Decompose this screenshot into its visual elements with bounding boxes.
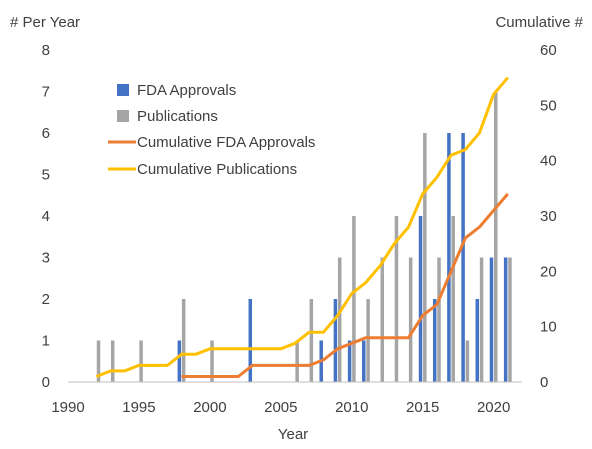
y-left-tick-label: 7	[42, 84, 50, 101]
x-tick-label: 1995	[122, 399, 155, 416]
bar-publications-2006	[295, 340, 299, 382]
bar-fda-approvals-2019	[475, 299, 480, 382]
y-left-axis: 0 1 2 3 4 5 6 7 8	[42, 42, 50, 391]
bar-fda-approvals-1998	[177, 340, 182, 382]
y-right-tick-label: 50	[540, 97, 557, 114]
line-cumulative-publications	[95, 76, 509, 378]
y-left-axis-label: # Per Year	[10, 14, 80, 31]
x-tick-label: 1990	[51, 399, 84, 416]
x-tick-label: 2000	[193, 399, 226, 416]
bar-publications-2014	[408, 257, 413, 382]
legend-label-cumulative-fda: Cumulative FDA Approvals	[137, 134, 315, 151]
bar-fda-approvals-2010	[347, 340, 352, 382]
y-right-tick-label: 40	[540, 153, 557, 170]
bar-publications-2010	[352, 216, 356, 382]
x-tick-label: 2005	[264, 399, 297, 416]
bar-publications-2009	[337, 257, 342, 382]
y-left-tick-label: 5	[42, 167, 50, 184]
y-right-tick-label: 20	[540, 263, 557, 280]
bar-publications-2012	[380, 257, 385, 382]
y-right-tick-label: 0	[540, 374, 548, 391]
y-left-tick-label: 0	[42, 374, 50, 391]
bar-publications-2020	[494, 91, 498, 382]
y-right-tick-label: 10	[540, 319, 557, 336]
x-axis-label: Year	[278, 426, 308, 443]
y-right-axis-label: Cumulative #	[495, 14, 583, 31]
legend-swatch-fda-approvals	[117, 84, 129, 96]
bar-publications-2019	[479, 257, 484, 382]
x-tick-label: 2020	[477, 399, 510, 416]
bar-fda-approvals-2017	[447, 133, 451, 382]
bar-publications-2017	[451, 216, 455, 382]
bar-fda-approvals-2016	[432, 299, 437, 382]
bar-publications-1993	[110, 340, 115, 382]
bar-publications-2015	[423, 133, 427, 382]
legend-label-publications: Publications	[137, 108, 218, 125]
bar-publications-2021	[508, 257, 512, 382]
x-tick-label: 2010	[335, 399, 368, 416]
legend: FDA Approvals Publications Cumulative FD…	[102, 74, 352, 184]
bar-publications-2007	[309, 299, 314, 382]
bar-publications-2011	[366, 299, 370, 382]
bar-publications-1995	[139, 340, 143, 382]
plot-area	[95, 76, 512, 382]
legend-label-fda-approvals: FDA Approvals	[137, 82, 236, 99]
bar-fda-approvals-2003	[248, 299, 253, 382]
y-left-tick-label: 8	[42, 42, 50, 59]
x-tick-label: 2015	[406, 399, 439, 416]
legend-swatch-publications	[117, 110, 129, 122]
bar-publications-2018	[465, 340, 470, 382]
bar-fda-approvals-2018	[461, 133, 465, 382]
y-right-tick-label: 30	[540, 208, 557, 225]
bar-fda-approvals-2020	[489, 257, 494, 382]
legend-label-cumulative-publications: Cumulative Publications	[137, 161, 297, 178]
bar-publications-1998	[181, 299, 186, 382]
bar-fda-approvals-2011	[362, 340, 366, 382]
y-right-tick-label: 60	[540, 42, 557, 59]
x-axis: 1990 1995 2000 2005 2010 2015 2020	[51, 399, 510, 416]
y-left-tick-label: 3	[42, 250, 50, 267]
legend-background	[102, 74, 352, 184]
bar-publications-2000	[210, 340, 214, 382]
y-left-tick-label: 2	[42, 291, 50, 308]
y-left-tick-label: 1	[42, 333, 50, 350]
bar-fda-approvals-2021	[503, 257, 508, 382]
bar-publications-2013	[394, 216, 399, 382]
bar-fda-approvals-2009	[333, 299, 338, 382]
bar-fda-approvals-2015	[418, 216, 423, 382]
y-left-tick-label: 6	[42, 125, 50, 142]
y-right-axis: 0 10 20 30 40 50 60	[540, 42, 557, 391]
line-cumulative-fda-approvals	[181, 192, 509, 378]
y-left-tick-label: 4	[42, 208, 50, 225]
bar-publications-1992	[96, 340, 101, 382]
bar-publications-2016	[437, 257, 441, 382]
